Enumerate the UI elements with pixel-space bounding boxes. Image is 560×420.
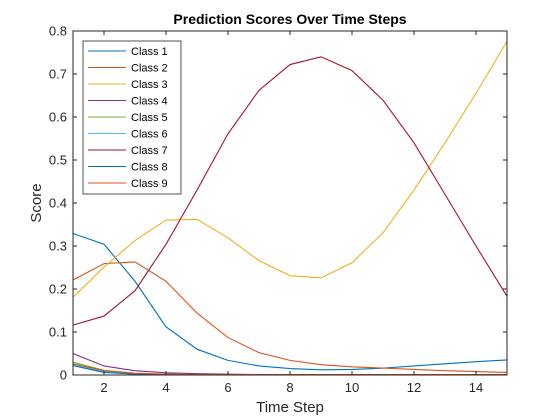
y-axis-ticks: 0 0.1 0.2 0.3 0.4 0.5 0.6 0.7 0.8 xyxy=(49,24,507,383)
series-line-class-1 xyxy=(72,233,508,371)
x-axis-label: Time Step xyxy=(256,399,324,416)
x-tick-label: 8 xyxy=(286,380,293,395)
legend-label-class-1: Class 1 xyxy=(131,46,168,58)
x-tick-label: 14 xyxy=(469,380,483,395)
legend-label-class-3: Class 3 xyxy=(131,79,168,91)
legend-label-class-9: Class 9 xyxy=(131,178,168,190)
x-axis-ticks: 2 4 6 8 10 12 14 xyxy=(100,31,483,395)
chart-title: Prediction Scores Over Time Steps xyxy=(173,11,406,27)
series-line-class-7 xyxy=(72,56,508,326)
legend-label-class-6: Class 6 xyxy=(131,129,168,141)
x-tick-label: 4 xyxy=(162,380,169,395)
x-tick-label: 2 xyxy=(100,380,107,395)
y-tick-label: 0.3 xyxy=(49,239,67,254)
y-tick-label: 0.2 xyxy=(49,282,67,297)
x-tick-label: 10 xyxy=(345,380,359,395)
y-tick-label: 0 xyxy=(60,368,67,383)
series-line-class-2 xyxy=(72,261,508,373)
legend: Class 1 Class 2 Class 3 Class 4 Class 5 Class… xyxy=(82,40,182,195)
legend-items: Class 1 Class 2 Class 3 Class 4 Class 5 Class… xyxy=(88,46,168,190)
y-tick-label: 0.1 xyxy=(49,325,67,340)
y-axis-label: Score xyxy=(28,183,45,222)
y-tick-label: 0.5 xyxy=(49,153,67,168)
y-tick-label: 0.7 xyxy=(49,67,67,82)
x-tick-label: 6 xyxy=(224,380,231,395)
legend-label-class-8: Class 8 xyxy=(131,162,168,174)
legend-label-class-4: Class 4 xyxy=(131,96,168,108)
legend-label-class-5: Class 5 xyxy=(131,112,168,124)
y-tick-label: 0.4 xyxy=(49,196,67,211)
legend-label-class-2: Class 2 xyxy=(131,63,168,75)
series-line-class-3 xyxy=(72,41,508,298)
legend-label-class-7: Class 7 xyxy=(131,145,168,157)
y-tick-label: 0.8 xyxy=(49,24,67,39)
x-tick-label: 12 xyxy=(407,380,421,395)
y-tick-label: 0.6 xyxy=(49,110,67,125)
